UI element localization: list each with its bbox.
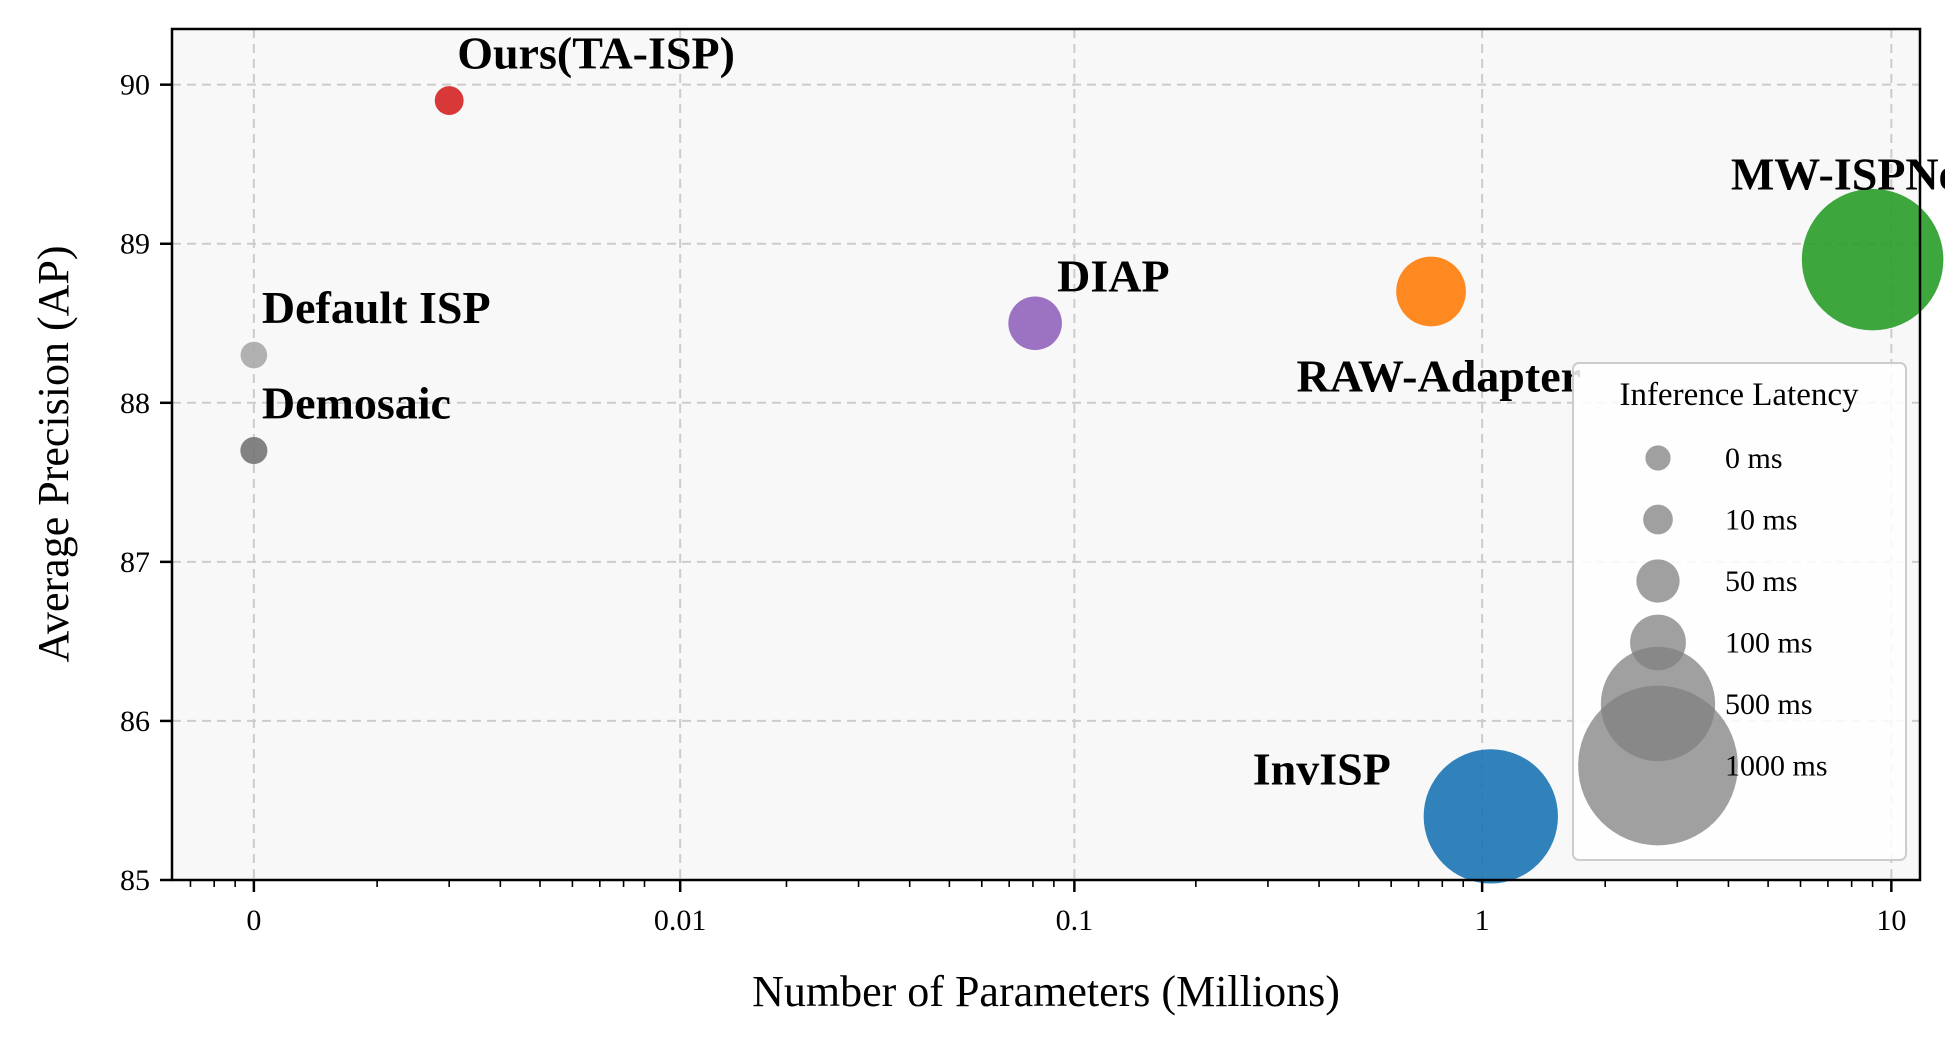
point-label: Demosaic	[262, 378, 451, 429]
legend-title: Inference Latency	[1619, 377, 1859, 413]
data-point	[1008, 296, 1062, 351]
plot-frame	[170, 27, 1922, 882]
legend-marker	[1578, 685, 1738, 846]
x-tick-label: 10	[1876, 904, 1906, 937]
legend-marker	[1643, 504, 1673, 535]
x-tick-label: 0	[246, 904, 261, 937]
legend-label: 500 ms	[1725, 688, 1813, 721]
data-point	[240, 341, 268, 369]
x-tick-label: 0.01	[654, 904, 707, 937]
legend-label: 10 ms	[1725, 504, 1798, 537]
y-tick-label: 89	[120, 228, 150, 261]
legend-label: 100 ms	[1725, 627, 1813, 660]
legend-marker	[1645, 445, 1671, 471]
point-labels: Ours(TA-ISP) Default ISP Demosaic DIAP RAW-A…	[262, 28, 1945, 795]
data-point	[1801, 188, 1944, 331]
data-point	[1396, 256, 1466, 327]
data-point	[434, 86, 464, 116]
y-tick-label: 90	[120, 69, 150, 102]
point-label: Ours(TA-ISP)	[457, 28, 735, 79]
x-tick-label: 1	[1475, 904, 1490, 937]
data-point	[1423, 749, 1558, 884]
axis-ticks: 0 0.01 0.1 1 10 85 86 87 88 89 90	[120, 69, 1906, 937]
point-label: Default ISP	[262, 282, 491, 333]
x-axis-title: Number of Parameters (Millions)	[752, 967, 1340, 1016]
point-label: DIAP	[1057, 250, 1169, 301]
y-tick-label: 88	[120, 387, 150, 420]
legend-label: 1000 ms	[1725, 750, 1828, 783]
y-tick-label: 85	[120, 864, 150, 897]
y-tick-label: 86	[120, 705, 150, 738]
point-label: RAW-Adapter	[1297, 350, 1582, 401]
y-tick-label: 87	[120, 546, 150, 579]
data-point	[240, 436, 268, 465]
x-tick-label: 0.1	[1056, 904, 1094, 937]
legend-label: 0 ms	[1725, 442, 1783, 475]
point-label: MW-ISPNet	[1731, 149, 1945, 200]
legend-label: 50 ms	[1725, 565, 1798, 598]
y-axis-title: Average Precision (AP)	[29, 245, 78, 662]
legend: Inference Latency 0 ms 10 ms 50 ms 100 ms 50…	[1572, 362, 1907, 861]
legend-marker	[1636, 559, 1680, 603]
data-points	[240, 86, 1944, 884]
point-label: InvISP	[1253, 743, 1391, 794]
